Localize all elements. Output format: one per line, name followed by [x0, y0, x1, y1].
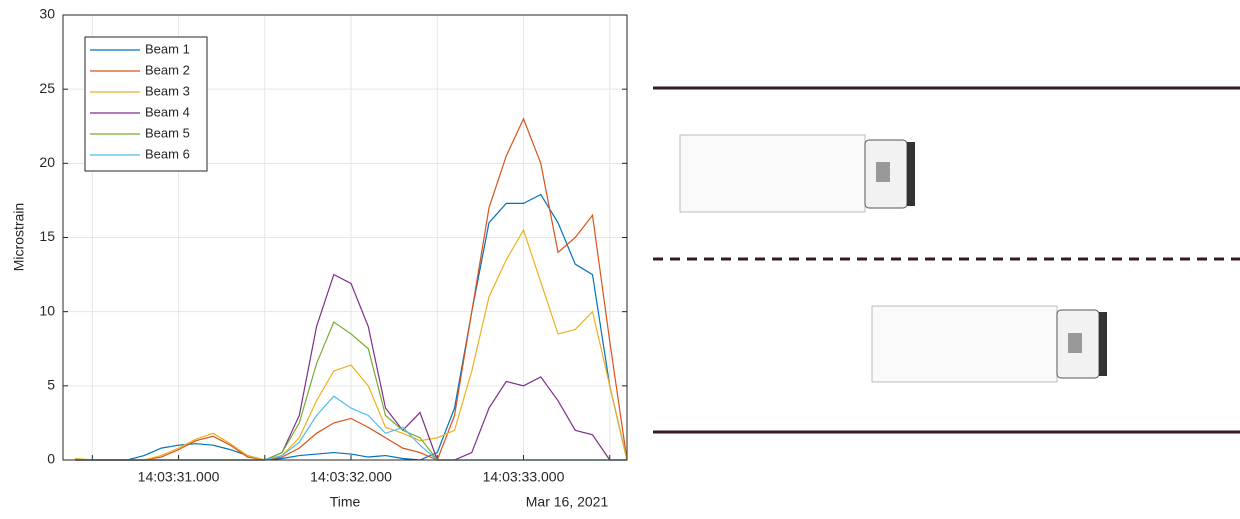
- y-tick-label: 0: [47, 451, 55, 467]
- trailer: [679, 134, 866, 213]
- road-diagram: [653, 86, 1240, 434]
- x-tick-label: 14:03:32.000: [310, 469, 392, 485]
- x-axis-label: Time: [330, 494, 361, 510]
- series-line: [75, 228, 628, 461]
- legend-label: Beam 3: [145, 83, 190, 98]
- series-line: [75, 193, 628, 461]
- x-tick-label: 14:03:33.000: [483, 469, 565, 485]
- y-tick-label: 15: [39, 228, 55, 244]
- legend-label: Beam 4: [145, 104, 190, 119]
- y-axis-label: Microstrain: [11, 203, 27, 271]
- legend-label: Beam 1: [145, 41, 190, 56]
- legend-label: Beam 5: [145, 125, 190, 140]
- truck: [679, 134, 915, 213]
- legend-label: Beam 6: [145, 146, 190, 161]
- y-tick-label: 10: [39, 302, 55, 318]
- y-tick-label: 20: [39, 154, 55, 170]
- trailer: [871, 305, 1058, 383]
- y-tick-label: 25: [39, 80, 55, 96]
- cab-window: [876, 162, 890, 182]
- series-line: [75, 117, 628, 461]
- chart: Time Mar 16, 2021 Microstrain 0 5 10 15 20 25…: [11, 6, 628, 510]
- legend-label: Beam 2: [145, 62, 190, 77]
- y-tick-label: 30: [39, 6, 55, 22]
- cab-window: [1068, 333, 1082, 353]
- axes-box: [62, 14, 628, 461]
- bumper: [907, 142, 915, 206]
- date-label: Mar 16, 2021: [526, 494, 609, 510]
- y-tick-label: 5: [47, 377, 55, 393]
- truck: [871, 305, 1107, 383]
- x-tick-label: 14:03:31.000: [138, 469, 220, 485]
- legend-box: [84, 36, 208, 172]
- bumper: [1099, 312, 1107, 376]
